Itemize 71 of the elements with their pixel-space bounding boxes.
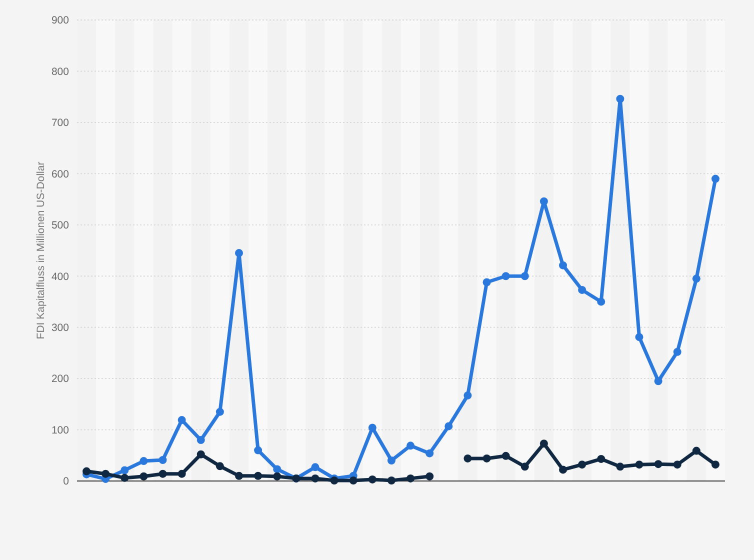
point [654, 377, 662, 386]
y-tick-label: 600 [51, 168, 70, 180]
point [82, 467, 91, 476]
point [426, 449, 434, 458]
point [482, 278, 491, 286]
point [196, 436, 205, 444]
point [540, 440, 548, 448]
point [406, 474, 415, 482]
point [158, 456, 167, 464]
point [711, 174, 720, 183]
point [158, 470, 167, 478]
point [482, 454, 491, 462]
point [254, 446, 262, 454]
y-axis-title: FDI Kapitalfluss in Millionen US-Dollar [35, 161, 47, 340]
point [464, 391, 472, 400]
y-tick-label: 300 [51, 322, 70, 334]
point [254, 472, 262, 480]
point [597, 454, 606, 463]
y-tick-label: 200 [51, 373, 70, 386]
point [235, 249, 243, 258]
point [368, 424, 376, 432]
point [273, 472, 282, 480]
point [635, 460, 644, 469]
point [406, 442, 415, 450]
point [178, 416, 186, 424]
point [635, 333, 644, 342]
point [140, 472, 148, 480]
point [311, 474, 320, 482]
point [178, 470, 186, 478]
point [426, 472, 434, 480]
point [311, 463, 320, 472]
point [464, 454, 472, 462]
point [578, 460, 586, 469]
point [540, 197, 548, 206]
point [597, 298, 606, 306]
point [273, 465, 282, 474]
point [692, 274, 700, 283]
point [368, 475, 376, 484]
point [140, 457, 148, 466]
point [120, 466, 129, 474]
y-tick-label: 0 [63, 476, 70, 488]
point [616, 462, 624, 471]
point [559, 466, 567, 474]
y-tick-label: 500 [51, 220, 70, 232]
point [520, 272, 529, 280]
point [520, 462, 529, 471]
point [120, 474, 129, 482]
point [616, 94, 624, 103]
y-tick-label: 900 [51, 14, 70, 27]
point [502, 272, 510, 280]
point [235, 472, 243, 480]
point [673, 460, 682, 469]
y-tick-label: 100 [51, 424, 70, 436]
point [216, 462, 224, 470]
point [444, 422, 453, 430]
point [559, 261, 567, 270]
y-tick-label: 800 [51, 66, 70, 78]
point [387, 476, 396, 484]
point [387, 456, 396, 465]
point [673, 348, 682, 356]
point [349, 476, 358, 484]
point [711, 460, 720, 469]
point [578, 286, 586, 294]
point [196, 450, 205, 458]
y-tick-label: 400 [51, 270, 70, 283]
point [216, 408, 224, 416]
point [692, 446, 700, 455]
y-tick-label: 700 [51, 117, 70, 130]
point [654, 460, 662, 468]
point [102, 470, 110, 478]
point [502, 452, 510, 460]
